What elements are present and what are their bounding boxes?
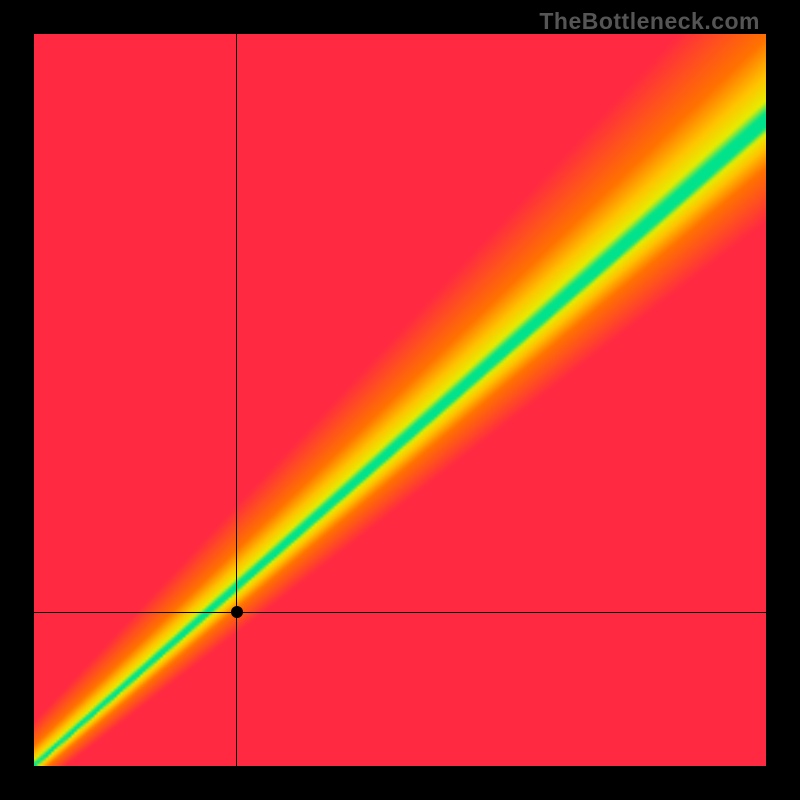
outer-frame: TheBottleneck.com [0,0,800,800]
watermark-text: TheBottleneck.com [539,8,760,35]
heatmap-canvas [34,34,766,766]
heatmap-plot [34,34,766,766]
